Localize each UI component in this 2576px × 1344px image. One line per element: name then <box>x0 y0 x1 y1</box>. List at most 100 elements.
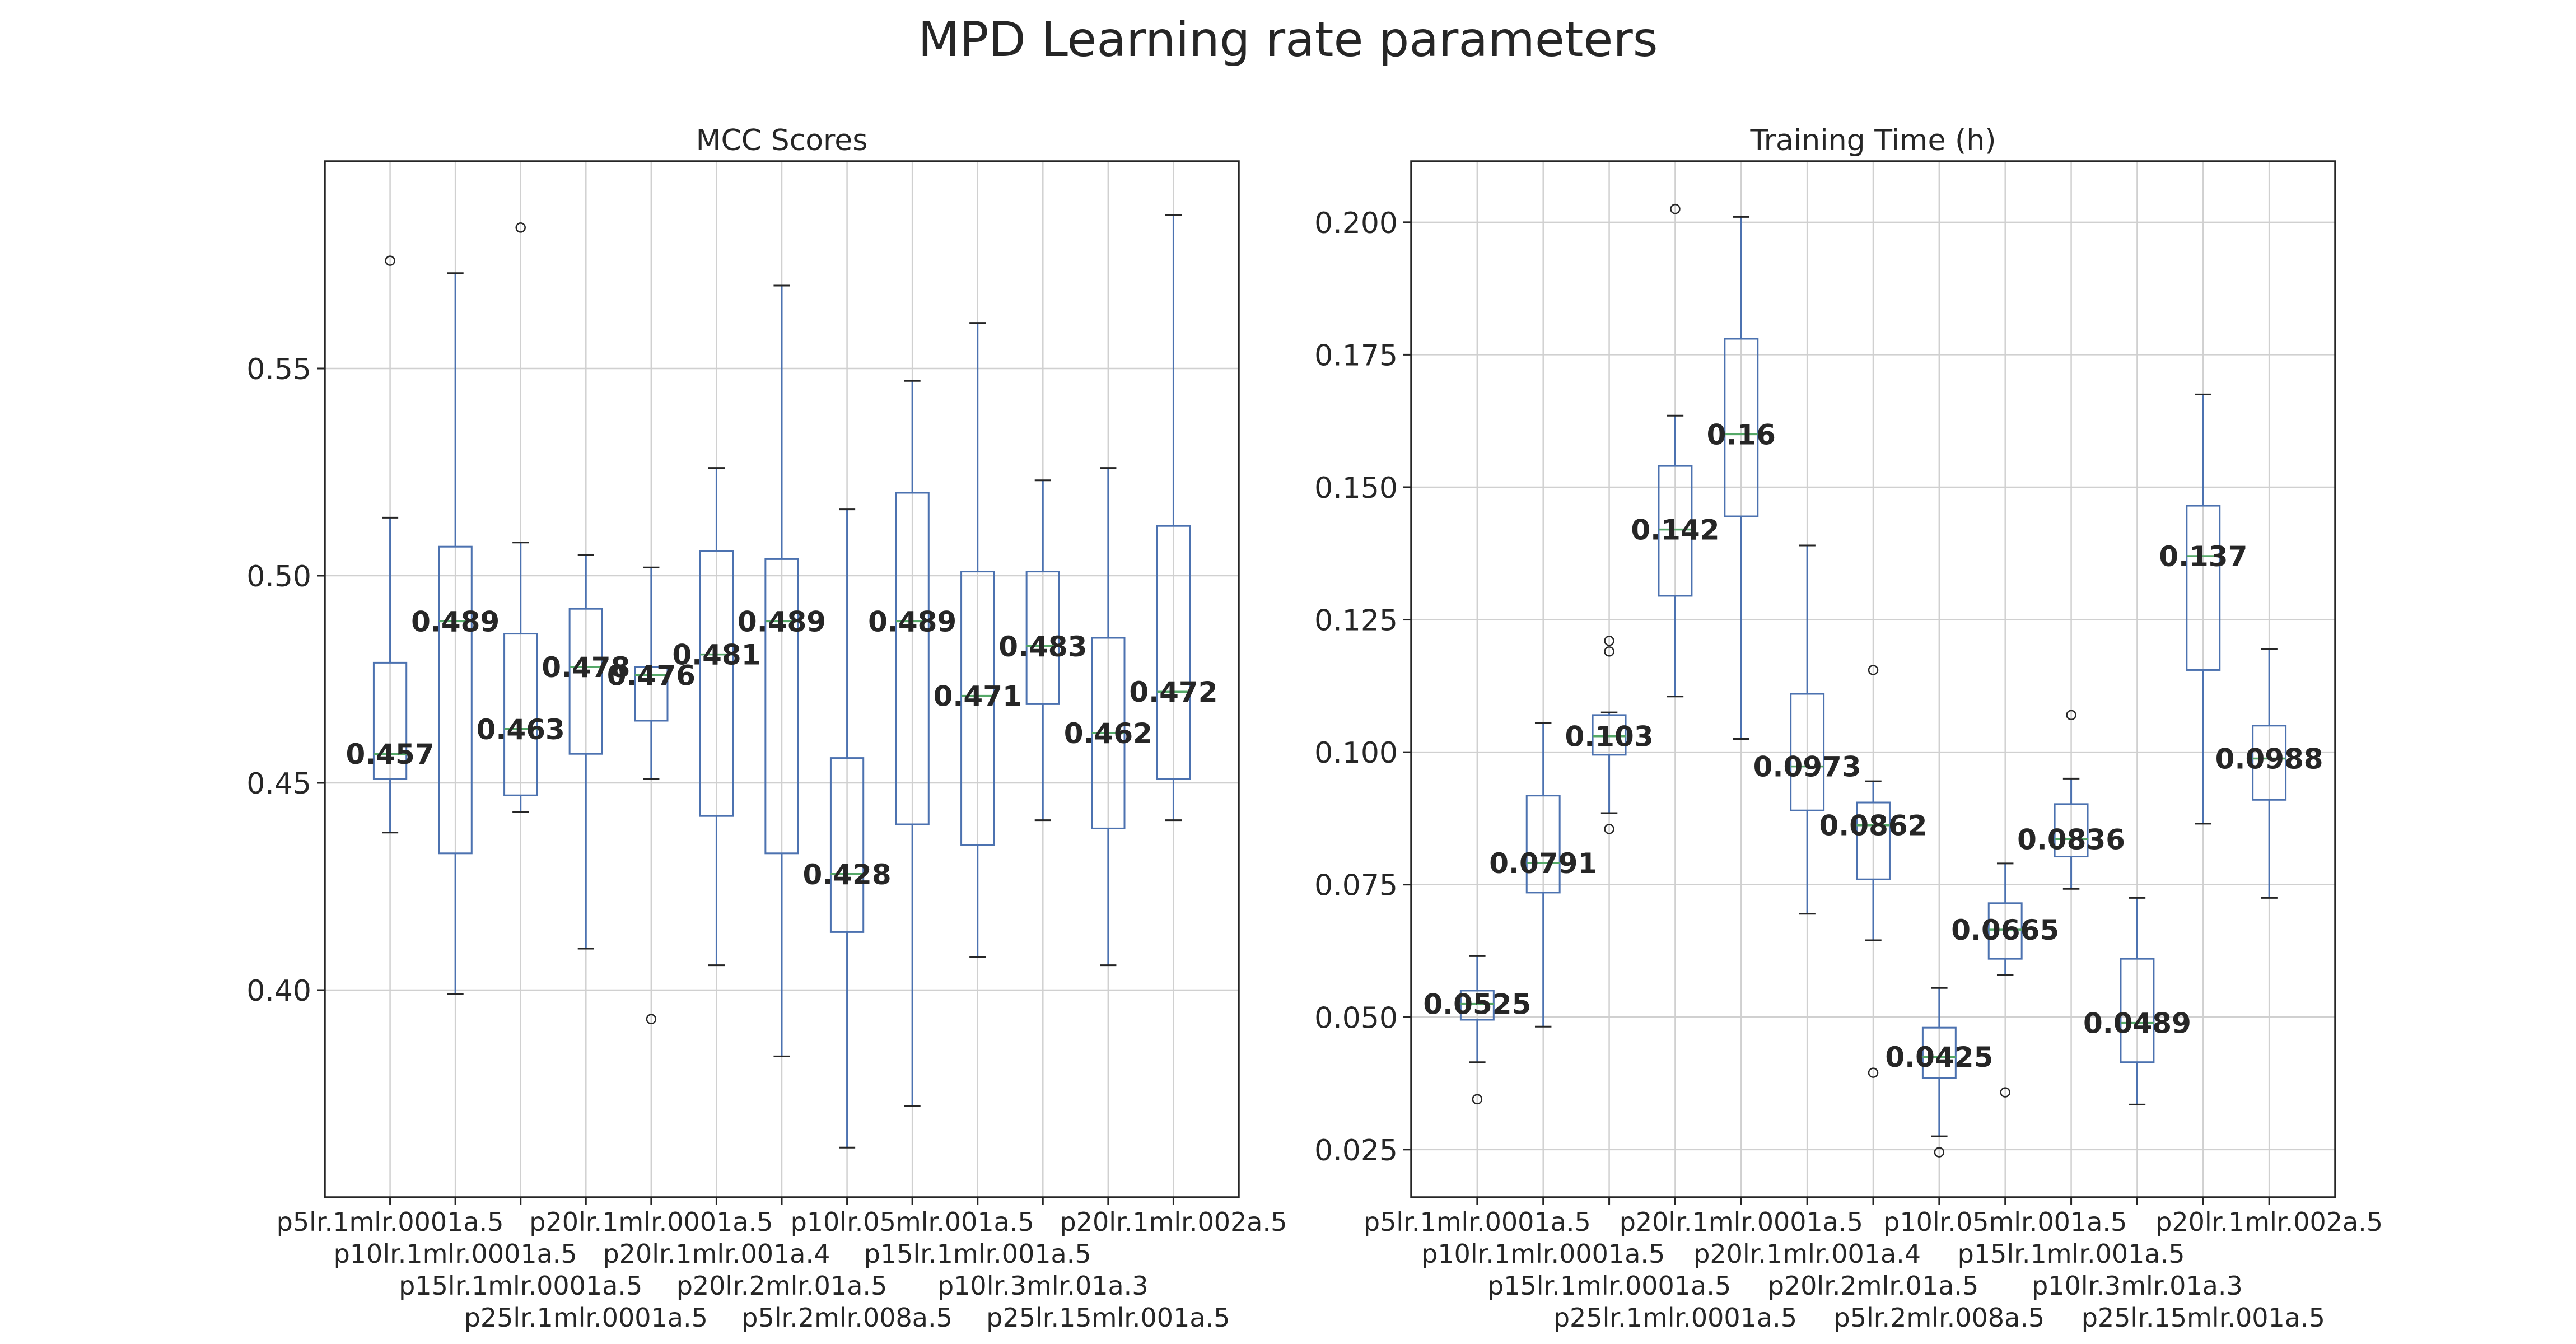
box-iqr <box>568 608 603 755</box>
median-label: 0.478 <box>542 651 630 684</box>
x-tick-label: p5lr.1mlr.0001a.5 <box>277 1207 504 1237</box>
box-plot: 0.137 <box>2159 393 2247 825</box>
x-tick-label: p15lr.1mlr.001a.5 <box>864 1239 1091 1269</box>
outlier-point <box>1604 824 1614 834</box>
x-tick-label: p20lr.1mlr.0001a.5 <box>529 1207 773 1237</box>
y-tick-label: 0.40 <box>246 974 311 1008</box>
box-iqr <box>1592 714 1627 756</box>
box-plot: 0.0425 <box>1885 987 1993 1158</box>
median-label: 0.137 <box>2159 540 2247 573</box>
y-tick-label: 0.075 <box>1314 869 1398 903</box>
figure-title: MPD Learning rate parameters <box>918 12 1658 68</box>
box-iqr <box>1790 693 1825 811</box>
x-tick-label: p5lr.1mlr.0001a.5 <box>1364 1207 1591 1237</box>
median-label: 0.103 <box>1565 721 1653 753</box>
box-plot: 0.457 <box>346 255 435 834</box>
box-plot: 0.489 <box>411 272 500 995</box>
box-iqr <box>1459 990 1495 1021</box>
gridlines <box>1411 161 2335 1197</box>
box-plot: 0.16 <box>1707 216 1776 740</box>
y-tick-label: 0.50 <box>246 560 311 594</box>
x-tick-label: p20lr.1mlr.001a.4 <box>603 1239 830 1269</box>
box-iqr <box>1025 571 1060 705</box>
box-iqr <box>2054 803 2089 858</box>
median-label: 0.0489 <box>2083 1007 2191 1040</box>
box-plot: 0.476 <box>607 566 696 1025</box>
box-iqr <box>2120 958 2155 1063</box>
box-plot: 0.428 <box>802 508 892 1149</box>
outlier-point <box>1868 665 1879 675</box>
box-plot: 0.0862 <box>1819 665 1928 1078</box>
outlier-point <box>2000 1087 2010 1098</box>
box-plot: 0.489 <box>738 284 826 1057</box>
box-iqr <box>1658 465 1693 597</box>
outlier-point <box>515 222 526 233</box>
median-label: 0.0862 <box>1819 810 1928 842</box>
box-plot: 0.0988 <box>2215 648 2323 899</box>
x-tick-label: p20lr.2mlr.01a.5 <box>1768 1271 1979 1301</box>
median-label: 0.0988 <box>2215 743 2323 775</box>
x-tick-label: p25lr.1mlr.0001a.5 <box>464 1303 708 1333</box>
median-label: 0.0425 <box>1885 1041 1993 1074</box>
box-iqr <box>1856 801 1891 880</box>
outlier-point <box>2066 710 2076 721</box>
box-iqr <box>699 550 734 817</box>
outlier-point <box>1604 636 1614 646</box>
median-label: 0.483 <box>998 631 1087 663</box>
x-tick-label: p15lr.1mlr.0001a.5 <box>1487 1271 1731 1301</box>
x-tick-label: p15lr.1mlr.0001a.5 <box>399 1271 642 1301</box>
panel-title-mcc-scores: MCC Scores <box>696 124 868 157</box>
x-tick-label: p20lr.1mlr.0001a.5 <box>1620 1207 1863 1237</box>
y-tick-label: 0.125 <box>1314 604 1398 638</box>
y-tick-label: 0.100 <box>1314 736 1398 770</box>
median-label: 0.489 <box>868 605 956 638</box>
box-iqr <box>1525 795 1561 894</box>
x-tick-label: p20lr.1mlr.002a.5 <box>1060 1207 1287 1237</box>
median-label: 0.428 <box>802 858 891 891</box>
box-iqr <box>372 661 408 780</box>
median-label: 0.471 <box>934 680 1022 713</box>
median-label: 0.0836 <box>2017 823 2125 856</box>
outlier-point <box>646 1014 657 1025</box>
outlier-point <box>1604 646 1614 657</box>
y-tick-label: 0.55 <box>246 353 311 386</box>
x-tick-label: p20lr.2mlr.01a.5 <box>676 1271 888 1301</box>
y-tick-label: 0.200 <box>1314 207 1398 240</box>
box-iqr <box>1724 338 1759 517</box>
outlier-point <box>1934 1147 1945 1158</box>
box-plot: 0.142 <box>1631 203 1720 698</box>
median-label: 0.462 <box>1064 717 1152 750</box>
box-iqr <box>829 757 865 933</box>
median-label: 0.0973 <box>1753 751 1861 783</box>
y-tick-label: 0.050 <box>1314 1001 1398 1035</box>
box-iqr <box>2186 505 2221 671</box>
x-tick-label: p20lr.1mlr.001a.4 <box>1693 1239 1921 1269</box>
median-label: 0.489 <box>738 605 826 638</box>
panel-title-training-time: Training Time (h) <box>1749 124 1996 157</box>
mcc-scores-panel: MCC Scores 0.40 0.45 0.50 0.55 p5lr.1mlr.000… <box>246 124 1287 1333</box>
box-iqr <box>634 666 669 722</box>
box-iqr <box>764 558 799 855</box>
y-tick-label: 0.150 <box>1314 472 1398 505</box>
box-plot: 0.0665 <box>1951 862 2059 1098</box>
x-tick-label: p10lr.05mlr.001a.5 <box>791 1207 1034 1237</box>
training-time-panel: Training Time (h) 0.025 0.050 0.075 0.100 0.… <box>1314 124 2383 1333</box>
box-plot: 0.463 <box>477 222 565 813</box>
outlier-point <box>1868 1067 1879 1078</box>
x-tick-label: p15lr.1mlr.001a.5 <box>1958 1239 2185 1269</box>
median-label: 0.142 <box>1631 514 1719 547</box>
median-label: 0.481 <box>672 639 760 671</box>
box-iqr <box>1921 1026 1957 1079</box>
median-label: 0.16 <box>1707 418 1776 451</box>
outlier-point <box>1472 1094 1483 1105</box>
x-tick-label: p5lr.2mlr.008a.5 <box>1834 1303 2045 1333</box>
plot-frame <box>1410 160 2336 1198</box>
box-plot: 0.483 <box>998 479 1087 822</box>
box-plot: 0.0489 <box>2083 897 2191 1105</box>
box-iqr <box>503 633 538 796</box>
x-tick-label: p20lr.1mlr.002a.5 <box>2155 1207 2383 1237</box>
box-iqr <box>895 492 930 825</box>
box-plot: 0.462 <box>1064 467 1152 967</box>
box-plot: 0.472 <box>1129 214 1218 822</box>
x-tick-label: p25lr.1mlr.0001a.5 <box>1553 1303 1797 1333</box>
